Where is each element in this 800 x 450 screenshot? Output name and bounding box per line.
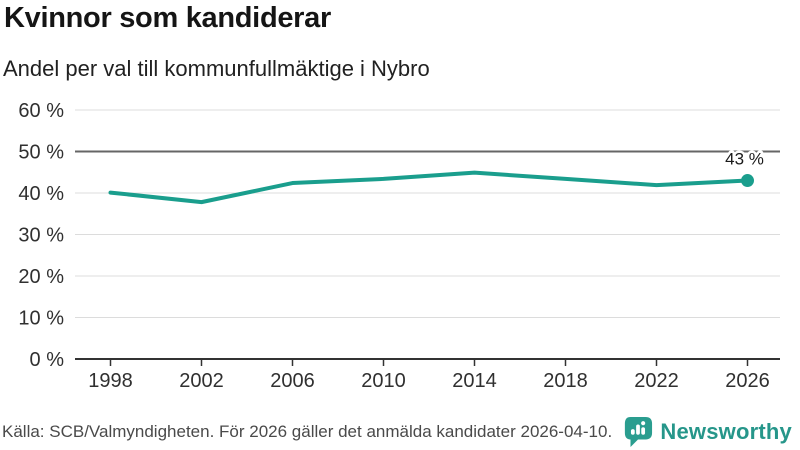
chart-title: Kvinnor som kandiderar [4,2,331,34]
y-tick-label: 40 % [18,183,64,205]
end-point-label: 43 % [725,150,764,169]
end-point-dot [741,174,754,188]
newsworthy-wordmark: Newsworthy [660,418,792,444]
line-chart: 0 % 10 % 20 % 30 % 40 % 50 % 60 % 1998 2002 2006 2… [18,100,780,392]
x-tick-label: 2026 [725,370,770,392]
y-tick-label: 0 % [30,349,65,371]
x-tick-label: 1998 [88,370,133,392]
y-tick-label: 60 % [18,100,64,122]
y-tick-label: 20 % [18,266,64,288]
x-tick-label: 2014 [452,370,497,392]
x-tick-label: 2018 [543,370,588,392]
y-tick-label: 30 % [18,225,64,247]
newsworthy-logo: Newsworthy [623,415,792,448]
x-tick-label: 2002 [179,370,224,392]
chart-footer: Källa: SCB/Valmyndigheten. För 2026 gäll… [0,413,800,450]
source-note: Källa: SCB/Valmyndigheten. För 2026 gäll… [2,421,613,441]
x-tick-label: 2022 [634,370,679,392]
y-tick-label: 10 % [18,308,64,330]
y-tick-label: 50 % [18,142,64,164]
trend-line [108,170,750,205]
x-tick-label: 2010 [361,370,406,392]
x-tick-label: 2006 [270,370,315,392]
newsworthy-logo-icon [625,416,653,447]
chart-subtitle: Andel per val till kommunfullmäktige i N… [3,56,430,81]
